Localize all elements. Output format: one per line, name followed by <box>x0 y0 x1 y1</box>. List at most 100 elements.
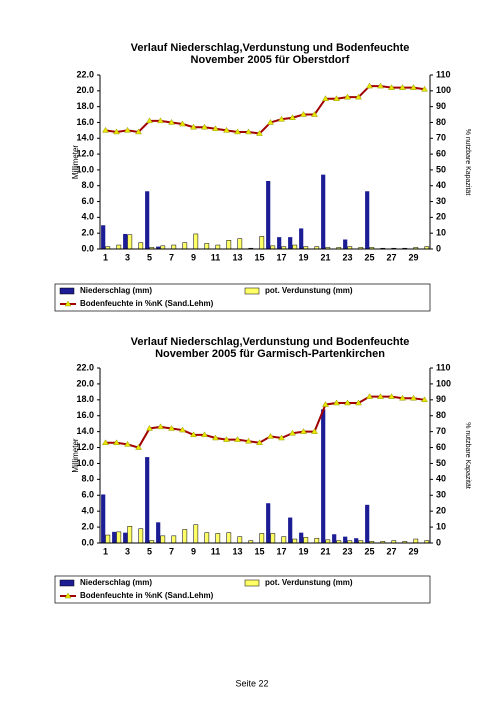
bar <box>365 191 370 249</box>
line-marker <box>333 95 340 101</box>
bar <box>171 244 177 250</box>
legend-label: Niederschlag (mm) <box>80 286 152 295</box>
x-tick-label: 5 <box>147 546 152 556</box>
bar <box>156 522 161 543</box>
line-marker <box>388 393 395 399</box>
x-tick-label: 19 <box>298 252 308 262</box>
bar <box>138 528 144 544</box>
x-tick-label: 23 <box>342 252 352 262</box>
x-tick-label: 13 <box>232 252 242 262</box>
line-marker <box>410 394 417 401</box>
x-tick-label: 25 <box>364 252 374 262</box>
x-tick-label: 15 <box>254 546 264 556</box>
x-tick-label: 5 <box>147 252 152 262</box>
bar <box>127 526 133 544</box>
y2-tick-label: 10 <box>436 228 446 238</box>
bar <box>292 244 298 250</box>
bar <box>343 239 348 249</box>
x-tick-label: 15 <box>254 252 264 262</box>
page-number: Seite 22 <box>235 678 268 688</box>
line-marker <box>311 428 318 434</box>
y2-tick-label: 80 <box>436 410 446 420</box>
bar <box>332 534 337 543</box>
chart-subtitle: November 2005 für Oberstdorf <box>191 54 350 66</box>
bar <box>116 531 122 544</box>
y2-tick-label: 100 <box>436 378 451 388</box>
bar <box>215 533 221 544</box>
bar <box>182 242 188 250</box>
y-tick-label: 4.0 <box>81 506 94 516</box>
y-tick-label: 0.0 <box>81 243 94 253</box>
bar <box>277 237 282 249</box>
line-marker <box>399 84 406 90</box>
bar <box>270 533 276 544</box>
line-marker <box>102 126 109 133</box>
line-marker <box>113 439 120 446</box>
x-tick-label: 17 <box>276 546 286 556</box>
y-tick-label: 22.0 <box>76 362 94 372</box>
line-marker <box>234 128 241 135</box>
chart-title: Verlauf Niederschlag,Verdunstung und Bod… <box>131 336 410 348</box>
legend-swatch <box>244 287 260 295</box>
line-marker <box>190 431 197 438</box>
line-marker <box>399 394 406 401</box>
line-marker <box>289 114 296 120</box>
line-marker <box>355 93 362 100</box>
y-tick-label: 14.0 <box>76 133 94 143</box>
bar <box>171 535 177 544</box>
y2-tick-label: 20 <box>436 212 446 222</box>
bar <box>259 236 265 250</box>
bar <box>112 531 117 543</box>
y2-tick-label: 80 <box>436 117 446 127</box>
line-marker <box>201 431 208 438</box>
y2-tick-label: 40 <box>436 180 446 190</box>
y-tick-label: 8.0 <box>81 180 94 190</box>
x-tick-label: 13 <box>232 546 242 556</box>
bar <box>288 517 293 543</box>
bar <box>123 532 128 543</box>
bar <box>266 503 271 543</box>
line-marker <box>278 434 285 441</box>
y-tick-label: 14.0 <box>76 426 94 436</box>
bar <box>145 191 150 249</box>
bar <box>204 243 210 250</box>
line-marker <box>344 399 351 406</box>
line-marker <box>300 111 307 117</box>
x-tick-label: 1 <box>103 252 108 262</box>
line-marker <box>179 120 186 127</box>
bar <box>292 538 298 544</box>
line-marker <box>234 436 241 442</box>
line-marker <box>245 128 252 135</box>
y-axis-label: Millimeter <box>71 438 80 473</box>
line-marker <box>267 118 274 125</box>
legend-swatch <box>59 287 75 295</box>
x-tick-label: 1 <box>103 546 108 556</box>
line-marker <box>388 84 395 90</box>
line-marker <box>245 437 252 444</box>
y-axis-label: Millimeter <box>71 145 80 180</box>
bar <box>237 536 243 544</box>
line-marker <box>366 82 373 89</box>
y2-tick-label: 100 <box>436 85 451 95</box>
bar <box>259 533 265 544</box>
y-tick-label: 12.0 <box>76 148 94 158</box>
y2-tick-label: 30 <box>436 490 446 500</box>
line-marker <box>124 126 131 133</box>
y2-tick-label: 20 <box>436 506 446 516</box>
bar <box>116 244 122 250</box>
y-tick-label: 12.0 <box>76 442 94 452</box>
x-tick-label: 3 <box>125 252 130 262</box>
line-marker <box>135 444 142 450</box>
y2-tick-label: 70 <box>436 133 446 143</box>
line-marker <box>421 396 428 403</box>
bar <box>160 535 166 544</box>
line-marker <box>289 429 296 436</box>
legend-label: Bodenfeuchte in %nK (Sand.Lehm) <box>80 299 214 308</box>
y2-tick-label: 110 <box>436 362 451 372</box>
x-tick-label: 21 <box>320 252 330 262</box>
y-tick-label: 18.0 <box>76 394 94 404</box>
y-tick-label: 6.0 <box>81 196 94 206</box>
legend-box <box>54 283 431 312</box>
x-tick-label: 25 <box>364 546 374 556</box>
line-marker <box>179 426 186 433</box>
